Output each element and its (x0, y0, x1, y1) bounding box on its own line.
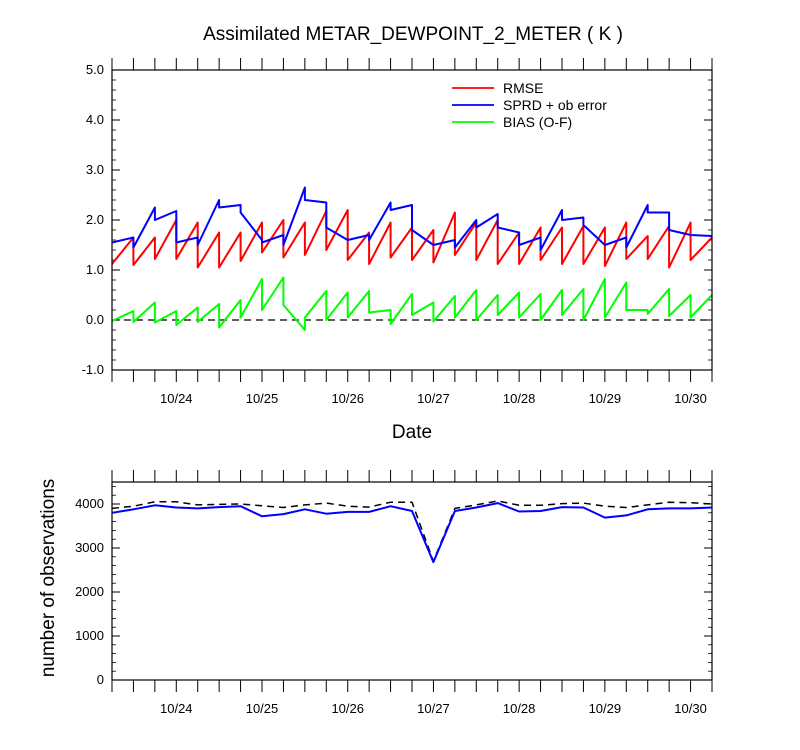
x-tick-label: 10/26 (331, 391, 364, 406)
legend-label-rmse: RMSE (503, 80, 543, 96)
x-tick-label: 10/27 (417, 701, 450, 716)
y-tick-label: 4000 (75, 496, 104, 511)
legend-label-sprd-ob-error: SPRD + ob error (503, 97, 607, 113)
x-tick-label: 10/29 (589, 391, 622, 406)
x-tick-label: 10/25 (246, 701, 279, 716)
y-tick-label: 0.0 (86, 312, 104, 327)
chart-title: Assimilated METAR_DEWPOINT_2_METER ( K ) (203, 24, 623, 45)
x-tick-label: 10/30 (674, 391, 707, 406)
y-tick-label: 0 (97, 672, 104, 687)
y-axis-label: number of observations (38, 479, 59, 678)
x-tick-label: 10/27 (417, 391, 450, 406)
y-tick-label: 1.0 (86, 262, 104, 277)
series-assimilated-observations (111, 502, 713, 564)
x-tick-label: 10/30 (674, 701, 707, 716)
x-tick-label: 10/26 (331, 701, 364, 716)
x-axis-label: Date (392, 422, 432, 443)
y-tick-label: 1000 (75, 628, 104, 643)
series-rmse (111, 209, 713, 269)
bottom-plot-frame (111, 481, 713, 681)
bottom-series (111, 500, 713, 564)
y-tick-label: 2000 (75, 584, 104, 599)
y-tick-label: 4.0 (86, 112, 104, 127)
y-tick-label: 2.0 (86, 212, 104, 227)
x-tick-label: 10/28 (503, 701, 536, 716)
y-tick-label: 3000 (75, 540, 104, 555)
y-tick-label: -1.0 (82, 362, 104, 377)
x-tick-label: 10/29 (589, 701, 622, 716)
x-tick-label: 10/24 (160, 391, 193, 406)
top-ticks: -1.0 0.0 1.0 2.0 3.0 4.0 5.0 10/24 10/25 10/26 10/… (82, 58, 713, 406)
top-plot-frame (111, 69, 713, 371)
x-tick-label: 10/25 (246, 391, 279, 406)
x-tick-label: 10/28 (503, 391, 536, 406)
y-tick-label: 5.0 (86, 62, 104, 77)
series-sprd-ob-error (111, 186, 713, 251)
bottom-chart: 0 1000 2000 3000 4000 10/24 10/25 10/26 10/27 10/… (75, 470, 713, 716)
top-series (111, 186, 713, 331)
series-bias-o-f (111, 276, 713, 331)
top-chart: -1.0 0.0 1.0 2.0 3.0 4.0 5.0 10/24 10/25 10/26 10/… (82, 58, 713, 406)
series-possible-observations (111, 500, 713, 562)
x-tick-label: 10/24 (160, 701, 193, 716)
y-tick-label: 3.0 (86, 162, 104, 177)
legend-label-bias-o-f: BIAS (O-F) (503, 114, 572, 130)
bottom-ticks: 0 1000 2000 3000 4000 10/24 10/25 10/26 10/27 10/… (75, 470, 713, 716)
